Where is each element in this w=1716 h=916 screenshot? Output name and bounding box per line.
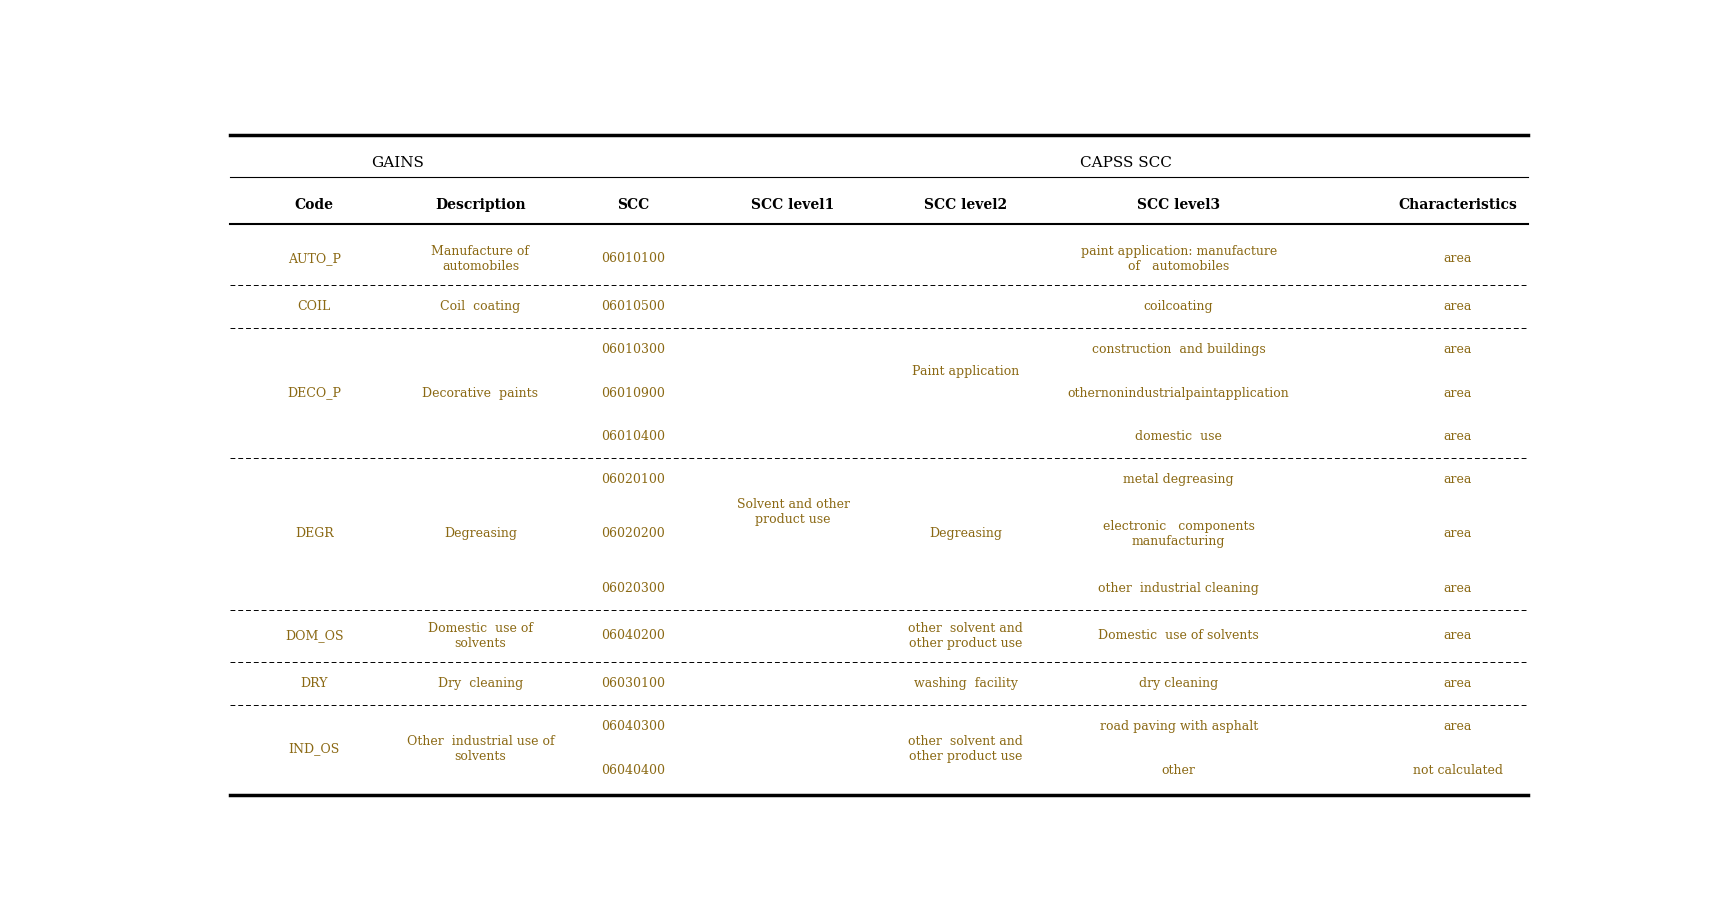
Text: washing  facility: washing facility	[915, 677, 1018, 690]
Text: CAPSS SCC: CAPSS SCC	[1079, 156, 1172, 169]
Text: Domestic  use of solvents: Domestic use of solvents	[1098, 629, 1260, 642]
Text: Code: Code	[295, 198, 333, 213]
Text: SCC level1: SCC level1	[752, 198, 834, 213]
Text: electronic   components
manufacturing: electronic components manufacturing	[1103, 520, 1254, 548]
Text: area: area	[1443, 720, 1472, 734]
Text: 06010400: 06010400	[601, 430, 666, 443]
Text: area: area	[1443, 344, 1472, 356]
Text: Degreasing: Degreasing	[930, 528, 1002, 540]
Text: area: area	[1443, 387, 1472, 399]
Text: Manufacture of
automobiles: Manufacture of automobiles	[431, 245, 530, 273]
Text: DEGR: DEGR	[295, 528, 333, 540]
Text: 06040300: 06040300	[601, 720, 666, 734]
Text: construction  and buildings: construction and buildings	[1091, 344, 1266, 356]
Text: IND_OS: IND_OS	[288, 742, 340, 755]
Text: SCC level3: SCC level3	[1138, 198, 1220, 213]
Text: other: other	[1162, 764, 1196, 777]
Text: 06010100: 06010100	[601, 252, 666, 265]
Text: Solvent and other
product use: Solvent and other product use	[736, 498, 849, 527]
Text: area: area	[1443, 528, 1472, 540]
Text: Paint application: Paint application	[913, 365, 1019, 378]
Text: DECO_P: DECO_P	[287, 387, 341, 399]
Text: other  solvent and
other product use: other solvent and other product use	[908, 735, 1023, 763]
Text: Dry  cleaning: Dry cleaning	[438, 677, 523, 690]
Text: coilcoating: coilcoating	[1145, 300, 1213, 313]
Text: GAINS: GAINS	[371, 156, 424, 169]
Text: metal degreasing: metal degreasing	[1124, 474, 1234, 486]
Text: area: area	[1443, 474, 1472, 486]
Text: area: area	[1443, 629, 1472, 642]
Text: paint application: manufacture
of   automobiles: paint application: manufacture of automo…	[1081, 245, 1277, 273]
Text: Domestic  use of
solvents: Domestic use of solvents	[427, 622, 534, 649]
Text: 06020300: 06020300	[602, 582, 666, 594]
Text: 06030100: 06030100	[601, 677, 666, 690]
Text: 06010500: 06010500	[602, 300, 666, 313]
Text: DRY: DRY	[300, 677, 328, 690]
Text: area: area	[1443, 300, 1472, 313]
Text: 06020200: 06020200	[602, 528, 666, 540]
Text: Characteristics: Characteristics	[1399, 198, 1517, 213]
Text: 06040200: 06040200	[602, 629, 666, 642]
Text: SCC: SCC	[618, 198, 650, 213]
Text: other  solvent and
other product use: other solvent and other product use	[908, 622, 1023, 649]
Text: AUTO_P: AUTO_P	[288, 252, 341, 265]
Text: area: area	[1443, 430, 1472, 443]
Text: 06010900: 06010900	[602, 387, 666, 399]
Text: Decorative  paints: Decorative paints	[422, 387, 539, 399]
Text: 06010300: 06010300	[601, 344, 666, 356]
Text: SCC level2: SCC level2	[925, 198, 1007, 213]
Text: Other  industrial use of
solvents: Other industrial use of solvents	[407, 735, 554, 763]
Text: not calculated: not calculated	[1412, 764, 1503, 777]
Text: Coil  coating: Coil coating	[441, 300, 520, 313]
Text: Description: Description	[436, 198, 525, 213]
Text: othernonindustrialpaintapplication: othernonindustrialpaintapplication	[1067, 387, 1289, 399]
Text: area: area	[1443, 252, 1472, 265]
Text: road paving with asphalt: road paving with asphalt	[1100, 720, 1258, 734]
Text: area: area	[1443, 677, 1472, 690]
Text: dry cleaning: dry cleaning	[1139, 677, 1218, 690]
Text: COIL: COIL	[297, 300, 331, 313]
Text: DOM_OS: DOM_OS	[285, 629, 343, 642]
Text: domestic  use: domestic use	[1136, 430, 1222, 443]
Text: 06040400: 06040400	[601, 764, 666, 777]
Text: other  industrial cleaning: other industrial cleaning	[1098, 582, 1260, 594]
Text: 06020100: 06020100	[602, 474, 666, 486]
Text: Degreasing: Degreasing	[444, 528, 517, 540]
Text: area: area	[1443, 582, 1472, 594]
